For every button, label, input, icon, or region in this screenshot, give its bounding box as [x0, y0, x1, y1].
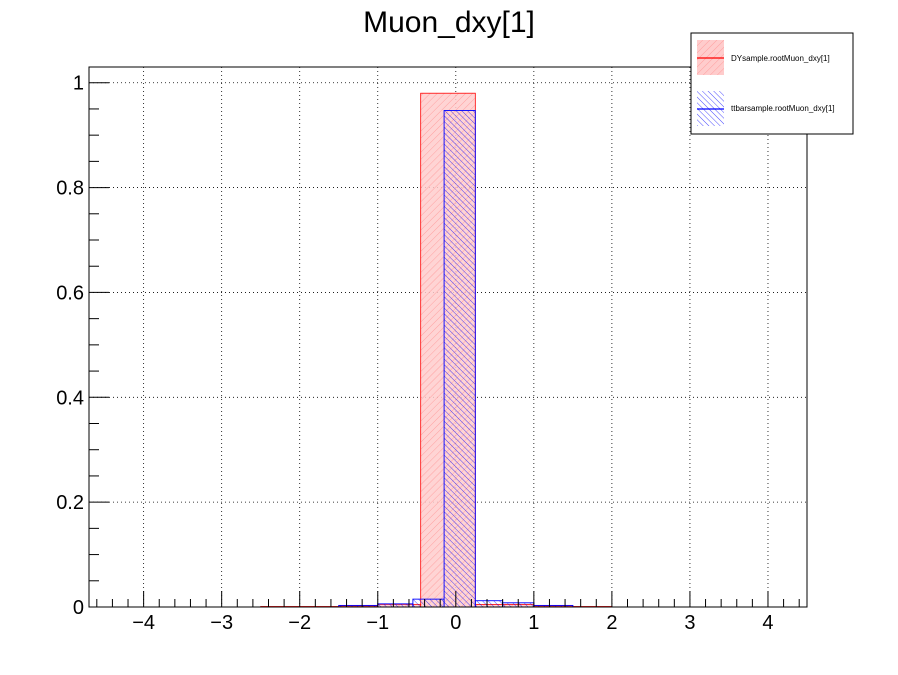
legend-label-dy: DYsample.rootMuon_dxy[1]	[731, 54, 830, 63]
y-tick-label: 0.4	[56, 387, 84, 409]
legend: DYsample.rootMuon_dxy[1] ttbarsample.roo…	[690, 32, 854, 135]
plot-frame	[88, 66, 808, 608]
y-tick-label: 0.6	[56, 282, 84, 304]
x-tick-label: −3	[210, 612, 233, 634]
x-tick-label: 4	[762, 612, 773, 634]
axes	[89, 82, 800, 608]
legend-label-ttbar: ttbarsample.rootMuon_dxy[1]	[731, 104, 835, 113]
chart-title: Muon_dxy[1]	[363, 6, 535, 39]
x-tick-label: 0	[450, 612, 461, 634]
x-tick-label: 1	[528, 612, 539, 634]
y-tick-label: 0	[73, 597, 84, 619]
y-tick-label: 1	[73, 73, 84, 95]
x-tick-label: 3	[684, 612, 695, 634]
y-tick-labels: 0 0.2 0.4 0.6 0.8 1	[56, 73, 84, 619]
y-tick-label: 0.8	[56, 178, 84, 200]
x-tick-label: −4	[132, 612, 155, 634]
x-tick-label: −1	[366, 612, 389, 634]
histogram-bars	[89, 92, 807, 608]
y-tick-label: 0.2	[56, 492, 84, 514]
x-tick-labels: −4 −3 −2 −1 0 1 2 3 4	[132, 612, 773, 634]
bar-ttbar	[412, 598, 445, 608]
bar-ttbar	[474, 600, 504, 608]
x-tick-label: −2	[288, 612, 311, 634]
x-tick-label: 2	[606, 612, 617, 634]
bar-ttbar	[443, 110, 476, 608]
